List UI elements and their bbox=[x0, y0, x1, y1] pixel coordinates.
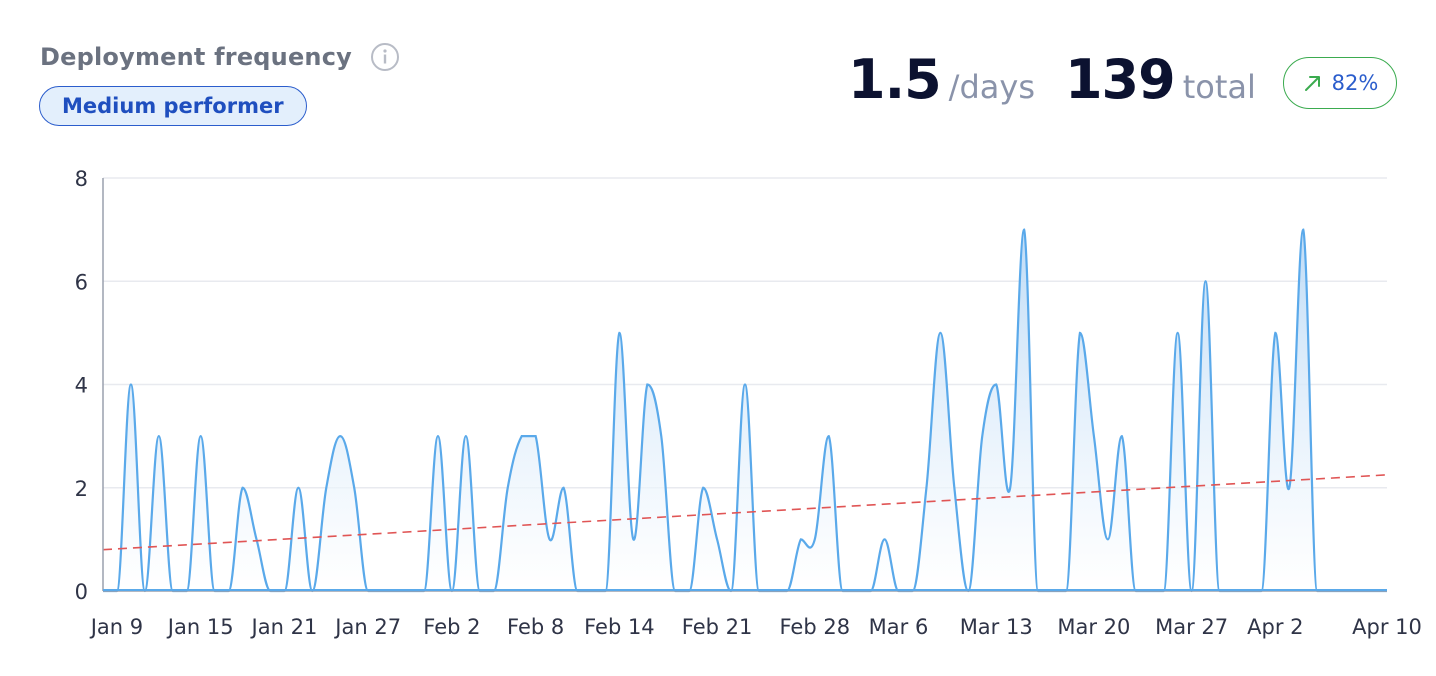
y-tick-label: 4 bbox=[75, 374, 88, 398]
info-icon[interactable] bbox=[370, 42, 400, 72]
x-tick-label: Feb 21 bbox=[682, 615, 753, 639]
total-unit: total bbox=[1182, 68, 1256, 106]
x-tick-label: Apr 2 bbox=[1247, 615, 1303, 639]
change-pill: 82% bbox=[1283, 57, 1397, 109]
trend-line bbox=[102, 474, 1388, 551]
x-tick-label: Feb 14 bbox=[584, 615, 655, 639]
performer-badge-label: Medium performer bbox=[62, 94, 284, 118]
performer-badge: Medium performer bbox=[39, 86, 307, 126]
series-area bbox=[103, 228, 1387, 593]
trend-line-path bbox=[102, 474, 1388, 551]
x-tick-label: Feb 28 bbox=[779, 615, 850, 639]
y-tick-label: 2 bbox=[75, 477, 88, 501]
x-tick-label: Mar 27 bbox=[1155, 615, 1228, 639]
chart-title: Deployment frequency bbox=[40, 43, 352, 71]
total-value: 139 bbox=[1064, 48, 1176, 111]
change-value: 82% bbox=[1331, 71, 1379, 95]
stats: 1.5 /days 139 total bbox=[848, 48, 1256, 111]
x-tick-label: Jan 27 bbox=[333, 615, 401, 639]
y-tick-label: 8 bbox=[75, 167, 88, 191]
y-tick-label: 6 bbox=[75, 270, 88, 294]
rate-value: 1.5 bbox=[848, 48, 942, 111]
x-tick-label: Jan 15 bbox=[166, 615, 234, 639]
x-tick-label: Mar 6 bbox=[869, 615, 929, 639]
y-tick-label: 0 bbox=[75, 580, 88, 604]
x-tick-label: Jan 21 bbox=[250, 615, 318, 639]
axes bbox=[102, 178, 1387, 592]
rate-unit: /days bbox=[948, 68, 1035, 106]
x-tick-label: Feb 2 bbox=[423, 615, 480, 639]
title-row: Deployment frequency bbox=[40, 42, 400, 72]
series-area-fill bbox=[103, 229, 1387, 591]
arrow-up-right-icon bbox=[1302, 72, 1324, 94]
y-axis-ticks: 0 2 4 6 8 bbox=[75, 167, 88, 604]
x-tick-label: Feb 8 bbox=[507, 615, 564, 639]
x-tick-label: Mar 13 bbox=[960, 615, 1033, 639]
x-tick-label: Mar 20 bbox=[1057, 615, 1130, 639]
x-axis-ticks: Jan 9 Jan 15 Jan 21 Jan 27 Feb 2 Feb 8 Feb 14 F… bbox=[89, 615, 1422, 639]
x-tick-label: Apr 10 bbox=[1352, 615, 1422, 639]
x-tick-label: Jan 9 bbox=[89, 615, 143, 639]
